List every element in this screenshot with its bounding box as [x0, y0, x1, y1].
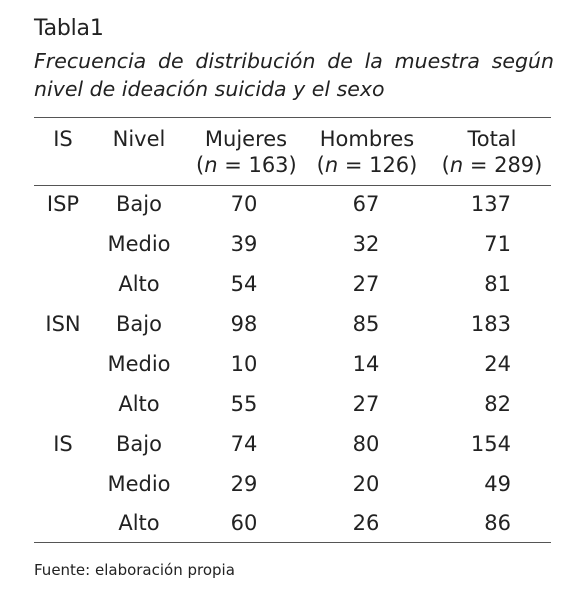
table-bottom-rule — [34, 542, 551, 543]
header-nivel: Nivel — [112, 127, 166, 151]
cell-hombres: 26 — [352, 511, 380, 535]
cell-hombres: 85 — [352, 312, 380, 336]
cell-mujeres: 54 — [230, 272, 258, 296]
cell-mujeres: 39 — [230, 232, 258, 256]
caption-word: de — [327, 49, 353, 73]
caption-word: distribución — [195, 49, 316, 73]
cell-nivel: Alto — [118, 511, 160, 535]
cell-total: 82 — [484, 392, 511, 416]
cell-mujeres: 74 — [230, 432, 258, 456]
cell-total: 137 — [470, 192, 511, 216]
cell-nivel: Bajo — [116, 192, 162, 216]
header-mujeres: Mujeres (n = 163) — [196, 126, 297, 178]
cell-hombres: 14 — [352, 352, 380, 376]
cell-is: IS — [53, 432, 73, 456]
caption-word: Frecuencia — [34, 49, 147, 73]
cell-nivel: Bajo — [116, 432, 162, 456]
table-caption: Frecuencia de distribución de la muestra… — [34, 47, 554, 103]
header-total-n: (n = 289) — [441, 153, 543, 177]
header-total-label: Total — [467, 127, 517, 151]
header-rule — [34, 185, 551, 186]
cell-hombres: 20 — [352, 472, 380, 496]
cell-hombres: 32 — [352, 232, 380, 256]
cell-nivel: Medio — [107, 472, 171, 496]
cell-total: 183 — [470, 312, 511, 336]
cell-total: 24 — [484, 352, 511, 376]
cell-mujeres: 60 — [230, 511, 258, 535]
header-total: Total (n = 289) — [440, 126, 544, 178]
table-label: Tabla1 — [34, 16, 104, 41]
caption-line-1: Frecuencia de distribución de la muestra… — [34, 47, 554, 75]
cell-mujeres: 55 — [230, 392, 258, 416]
cell-total: 81 — [484, 272, 511, 296]
caption-word: la — [364, 49, 383, 73]
cell-total: 71 — [484, 232, 511, 256]
cell-nivel: Medio — [107, 352, 171, 376]
table-top-rule — [34, 117, 551, 118]
cell-is: ISP — [46, 192, 80, 216]
cell-hombres: 80 — [352, 432, 380, 456]
cell-nivel: Bajo — [116, 312, 162, 336]
caption-word: de — [158, 49, 184, 73]
caption-word: según — [491, 49, 554, 73]
cell-hombres: 27 — [352, 392, 380, 416]
header-hombres-label: Hombres — [319, 127, 415, 151]
caption-line-2: nivel de ideación suicida y el sexo — [34, 77, 385, 101]
cell-total: 154 — [470, 432, 511, 456]
cell-nivel: Alto — [118, 272, 160, 296]
caption-word: muestra — [394, 49, 480, 73]
header-hombres: Hombres (n = 126) — [315, 126, 419, 178]
cell-mujeres: 70 — [230, 192, 258, 216]
cell-mujeres: 10 — [230, 352, 258, 376]
cell-mujeres: 29 — [230, 472, 258, 496]
cell-nivel: Medio — [107, 232, 171, 256]
source-note: Fuente: elaboración propia — [34, 561, 235, 579]
header-is: IS — [53, 127, 73, 151]
cell-hombres: 27 — [352, 272, 380, 296]
cell-total: 49 — [484, 472, 511, 496]
header-mujeres-label: Mujeres — [204, 127, 288, 151]
cell-nivel: Alto — [118, 392, 160, 416]
cell-mujeres: 98 — [230, 312, 258, 336]
header-mujeres-n: (n = 163) — [196, 153, 297, 177]
header-hombres-n: (n = 126) — [316, 153, 418, 177]
cell-hombres: 67 — [352, 192, 380, 216]
cell-is: ISN — [45, 312, 81, 336]
cell-total: 86 — [484, 511, 511, 535]
